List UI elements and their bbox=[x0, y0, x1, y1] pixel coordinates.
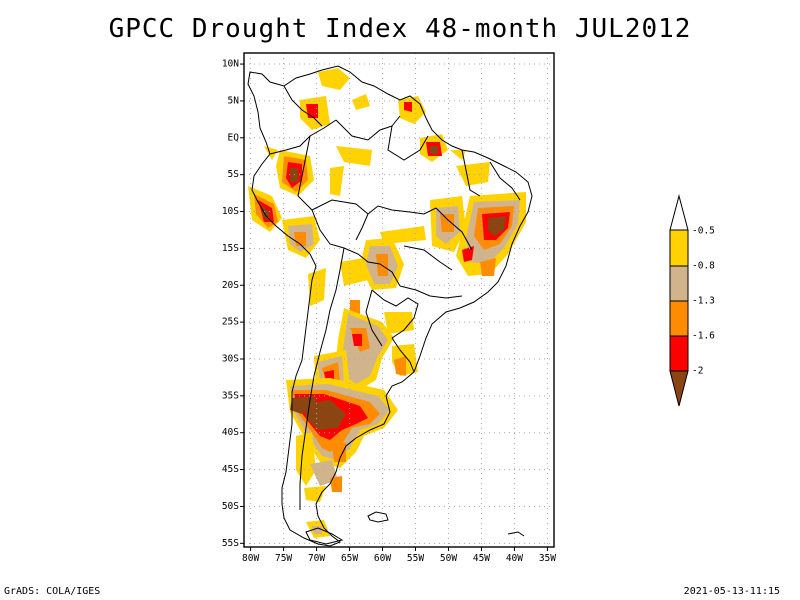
drought-area bbox=[480, 258, 496, 276]
lat-axis: 10N 5N EQ 5S 10S 15S 20S 25S 30S 35S 40S… bbox=[222, 59, 239, 549]
drought-area bbox=[264, 146, 278, 160]
drought-area bbox=[330, 476, 342, 492]
lon-label: 75W bbox=[275, 553, 292, 564]
lat-label: 55S bbox=[222, 538, 239, 549]
drought-area bbox=[324, 370, 334, 380]
lon-label: 40W bbox=[506, 553, 523, 564]
country-border bbox=[399, 285, 463, 299]
map-grid bbox=[244, 53, 554, 547]
country-border bbox=[387, 125, 429, 161]
drought-area bbox=[430, 146, 438, 154]
lat-label: 5S bbox=[228, 169, 240, 180]
lon-label: 65W bbox=[341, 553, 358, 564]
drought-area bbox=[312, 526, 322, 534]
lat-label: 5N bbox=[228, 95, 240, 106]
legend-label: -1.6 bbox=[692, 331, 715, 342]
island-falklands bbox=[367, 511, 389, 523]
legend-swatch-bottom bbox=[669, 370, 689, 407]
country-border bbox=[335, 115, 401, 141]
legend-label: -2 bbox=[692, 366, 703, 377]
drought-area bbox=[330, 166, 344, 196]
country-border bbox=[365, 289, 383, 347]
legend-swatch bbox=[669, 265, 689, 302]
legend-swatch-top bbox=[669, 194, 689, 231]
island-tierra-del-fuego bbox=[305, 527, 344, 545]
country-border bbox=[489, 161, 521, 201]
drought-area bbox=[404, 102, 412, 112]
country-border bbox=[283, 85, 323, 127]
island-coast-dots bbox=[507, 531, 525, 537]
lon-axis: 80W 75W 70W 65W 60W 55W 50W 45W 40W 35W bbox=[242, 553, 556, 564]
drought-area bbox=[488, 216, 506, 236]
lon-label: 60W bbox=[374, 553, 391, 564]
drought-shading bbox=[248, 68, 526, 538]
lat-label: 50S bbox=[222, 501, 239, 512]
drought-area bbox=[462, 246, 474, 262]
legend-swatch bbox=[669, 229, 689, 267]
drought-area bbox=[304, 486, 326, 502]
drought-area bbox=[336, 146, 372, 166]
lat-label: 40S bbox=[222, 427, 239, 438]
color-legend: -0.5 -0.8 -1.3 -1.6 -2 bbox=[669, 194, 715, 407]
axis-ticks bbox=[240, 63, 548, 551]
legend-swatch bbox=[669, 300, 689, 337]
lon-label: 55W bbox=[407, 553, 424, 564]
legend-swatch bbox=[669, 335, 689, 372]
coastline bbox=[247, 65, 533, 547]
drought-area bbox=[440, 214, 454, 232]
map-title: GPCC Drought Index 48-month JUL2012 bbox=[108, 14, 692, 44]
country-border bbox=[311, 209, 401, 287]
lon-label: 50W bbox=[440, 553, 457, 564]
lon-label: 80W bbox=[242, 553, 259, 564]
country-border bbox=[297, 135, 379, 215]
country-border bbox=[391, 337, 415, 373]
lon-label: 45W bbox=[473, 553, 490, 564]
credit-text: GrADS: COLA/IGES bbox=[4, 586, 101, 597]
legend-label: -0.5 bbox=[692, 226, 715, 237]
drought-area bbox=[306, 104, 318, 118]
drought-area bbox=[340, 258, 368, 286]
drought-area bbox=[318, 68, 350, 90]
map-frame bbox=[243, 52, 555, 548]
country-border bbox=[461, 149, 481, 197]
drought-area bbox=[456, 162, 490, 186]
lat-label: 25S bbox=[222, 317, 239, 328]
country-border bbox=[371, 289, 419, 339]
country-border bbox=[403, 245, 453, 271]
country-border bbox=[435, 207, 473, 251]
lat-label: EQ bbox=[228, 132, 240, 143]
drought-area bbox=[384, 312, 414, 334]
lat-label: 10N bbox=[222, 59, 239, 70]
lat-label: 10S bbox=[222, 206, 239, 217]
country-border bbox=[269, 119, 337, 155]
drought-area bbox=[332, 442, 346, 462]
lat-label: 15S bbox=[222, 243, 239, 254]
country-border bbox=[377, 205, 437, 215]
timestamp-text: 2021-05-13-11:15 bbox=[683, 586, 780, 597]
lat-label: 35S bbox=[222, 390, 239, 401]
country-border bbox=[355, 213, 369, 241]
lat-label: 30S bbox=[222, 353, 239, 364]
lat-label: 45S bbox=[222, 464, 239, 475]
lon-label: 70W bbox=[308, 553, 325, 564]
lat-label: 20S bbox=[222, 280, 239, 291]
legend-label: -1.3 bbox=[692, 296, 715, 307]
map-outlines bbox=[247, 65, 533, 547]
legend-label: -0.8 bbox=[692, 261, 715, 272]
drought-area bbox=[352, 334, 362, 346]
drought-area bbox=[352, 94, 370, 110]
lon-label: 35W bbox=[539, 553, 556, 564]
country-border bbox=[299, 247, 345, 510]
drought-area bbox=[262, 206, 270, 220]
drought-area bbox=[304, 400, 346, 430]
drought-area bbox=[394, 356, 406, 376]
